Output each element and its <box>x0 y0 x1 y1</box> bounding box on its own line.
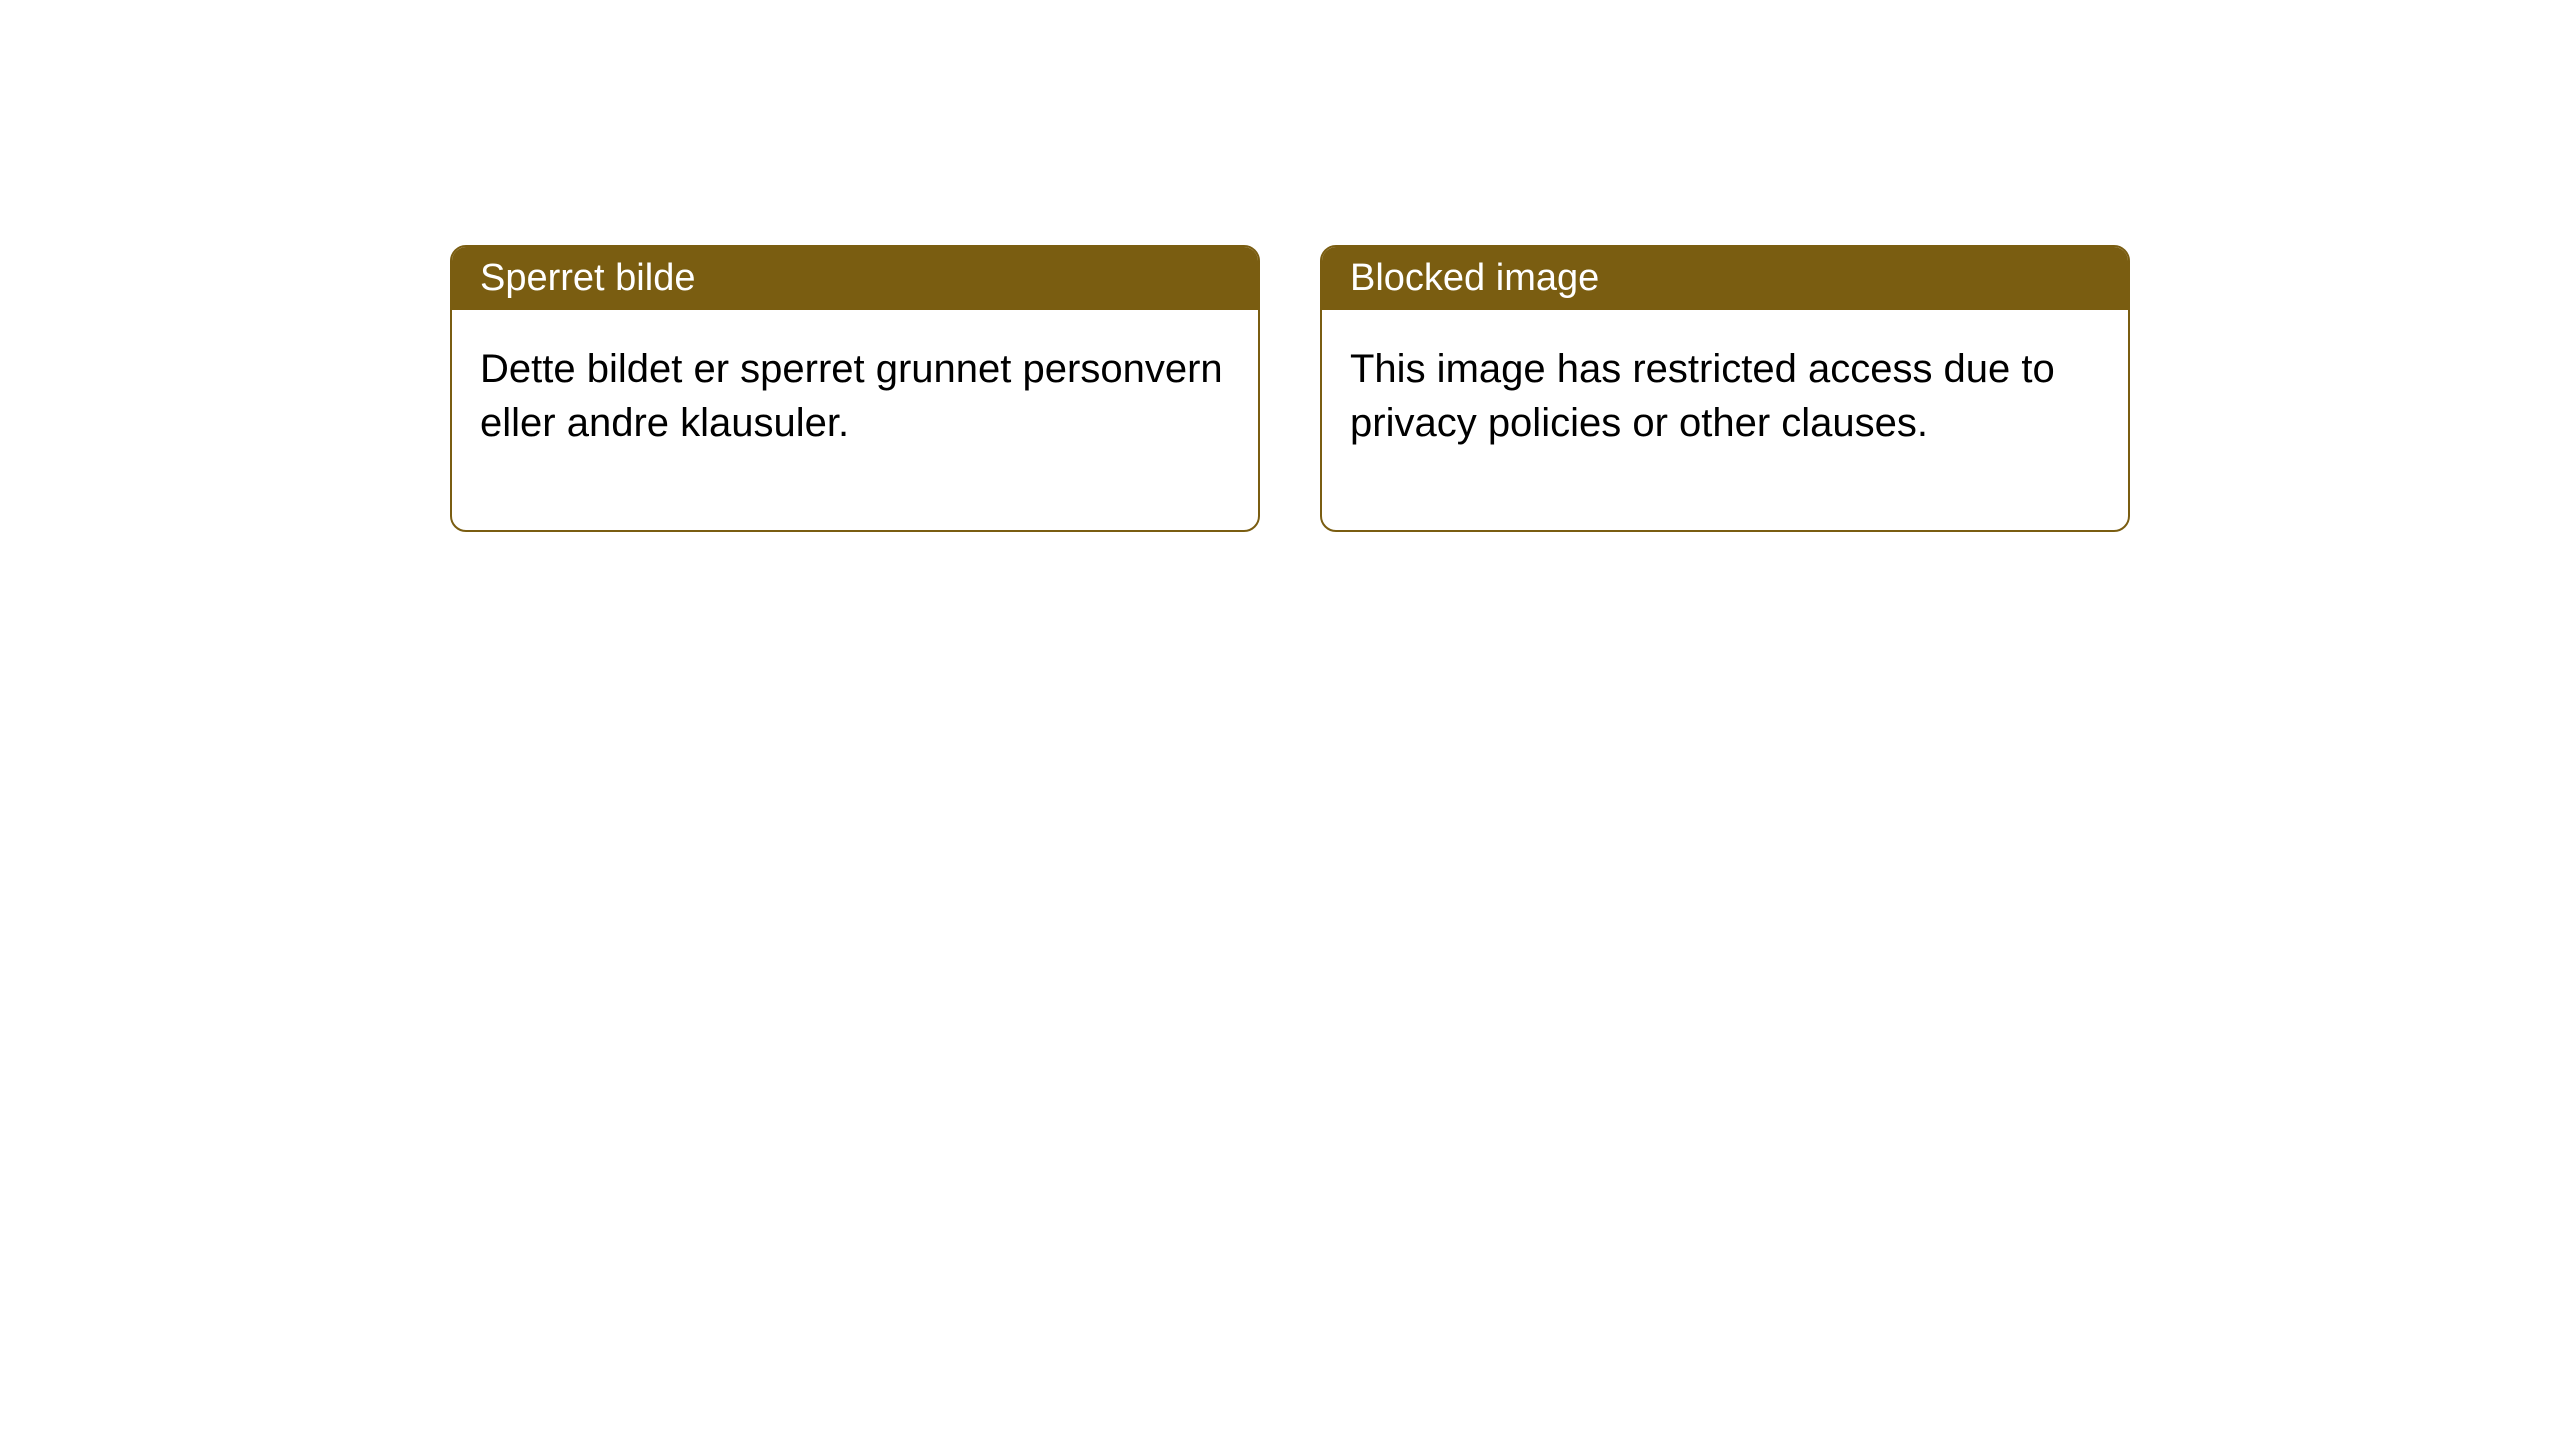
notice-header-english: Blocked image <box>1322 247 2128 310</box>
notice-title-norwegian: Sperret bilde <box>480 257 695 299</box>
notice-box-norwegian: Sperret bilde Dette bildet er sperret gr… <box>450 245 1260 532</box>
notice-title-english: Blocked image <box>1350 257 1599 299</box>
notice-text-english: This image has restricted access due to … <box>1350 347 2055 445</box>
notice-header-norwegian: Sperret bilde <box>452 247 1258 310</box>
notice-body-norwegian: Dette bildet er sperret grunnet personve… <box>452 310 1258 530</box>
notice-body-english: This image has restricted access due to … <box>1322 310 2128 530</box>
notice-text-norwegian: Dette bildet er sperret grunnet personve… <box>480 347 1223 445</box>
notice-container: Sperret bilde Dette bildet er sperret gr… <box>0 0 2560 532</box>
notice-box-english: Blocked image This image has restricted … <box>1320 245 2130 532</box>
